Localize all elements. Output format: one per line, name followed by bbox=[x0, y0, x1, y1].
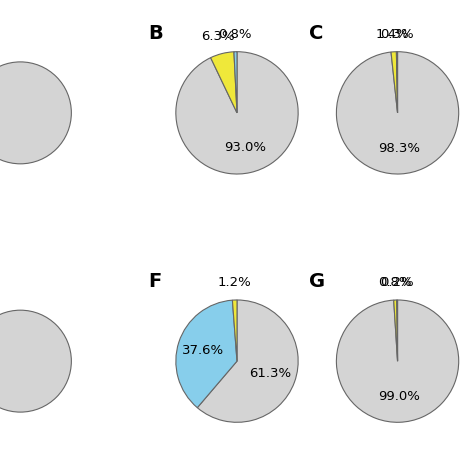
Wedge shape bbox=[391, 52, 398, 113]
Text: B: B bbox=[148, 24, 163, 43]
Text: 0.3%: 0.3% bbox=[380, 28, 414, 41]
Text: 98.3%: 98.3% bbox=[378, 142, 420, 155]
Text: 0.2%: 0.2% bbox=[380, 276, 414, 289]
Text: 93.0%: 93.0% bbox=[224, 141, 266, 154]
Wedge shape bbox=[396, 52, 398, 113]
Text: 0.8%: 0.8% bbox=[219, 28, 252, 41]
Circle shape bbox=[0, 310, 72, 412]
Text: 61.3%: 61.3% bbox=[249, 367, 292, 380]
Text: 1.4%: 1.4% bbox=[376, 28, 410, 41]
Text: 6.3%: 6.3% bbox=[201, 30, 235, 44]
Wedge shape bbox=[232, 300, 237, 361]
Wedge shape bbox=[337, 300, 459, 422]
Wedge shape bbox=[394, 300, 398, 361]
Wedge shape bbox=[234, 52, 237, 113]
Wedge shape bbox=[176, 52, 298, 174]
Circle shape bbox=[0, 62, 72, 164]
Text: 99.0%: 99.0% bbox=[378, 390, 419, 403]
Wedge shape bbox=[337, 52, 459, 174]
Wedge shape bbox=[176, 300, 237, 408]
Text: C: C bbox=[309, 24, 323, 43]
Wedge shape bbox=[397, 300, 398, 361]
Wedge shape bbox=[197, 300, 298, 422]
Text: 37.6%: 37.6% bbox=[182, 344, 224, 356]
Text: 1.2%: 1.2% bbox=[217, 276, 251, 290]
Text: 0.8%: 0.8% bbox=[378, 276, 411, 290]
Text: G: G bbox=[309, 273, 325, 292]
Text: F: F bbox=[148, 273, 162, 292]
Wedge shape bbox=[210, 52, 237, 113]
